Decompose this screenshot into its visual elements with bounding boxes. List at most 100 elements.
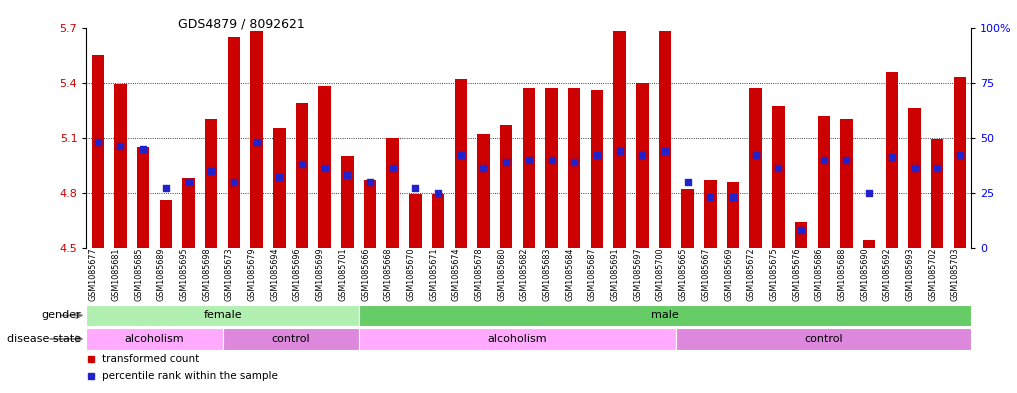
- Point: [861, 189, 878, 196]
- Point: [770, 165, 786, 171]
- Point: [838, 156, 854, 163]
- Bar: [886, 72, 898, 248]
- Text: GSM1085689: GSM1085689: [157, 248, 166, 301]
- Text: GSM1085677: GSM1085677: [88, 248, 98, 301]
- Text: GSM1085701: GSM1085701: [339, 248, 348, 301]
- Text: GSM1085682: GSM1085682: [520, 248, 529, 301]
- Text: GSM1085676: GSM1085676: [792, 248, 801, 301]
- Bar: [636, 83, 649, 248]
- Text: GSM1085702: GSM1085702: [929, 248, 938, 301]
- Text: alcoholism: alcoholism: [125, 334, 184, 344]
- Text: GSM1085671: GSM1085671: [429, 248, 438, 301]
- Point: [362, 178, 378, 185]
- Text: control: control: [272, 334, 310, 344]
- Text: GSM1085691: GSM1085691: [610, 248, 619, 301]
- Point: [248, 139, 264, 145]
- Text: GSM1085699: GSM1085699: [315, 248, 324, 301]
- Point: [294, 161, 310, 167]
- Text: GSM1085688: GSM1085688: [837, 248, 846, 301]
- Text: GSM1085675: GSM1085675: [770, 248, 778, 301]
- Text: GSM1085693: GSM1085693: [905, 248, 914, 301]
- Point: [180, 178, 196, 185]
- Bar: [613, 31, 625, 248]
- Text: GSM1085669: GSM1085669: [724, 248, 733, 301]
- Bar: [704, 180, 717, 248]
- Text: GSM1085694: GSM1085694: [271, 248, 280, 301]
- Bar: [795, 222, 807, 248]
- Point: [112, 143, 128, 149]
- Text: GSM1085670: GSM1085670: [407, 248, 415, 301]
- Bar: [545, 88, 557, 248]
- Text: GSM1085674: GSM1085674: [452, 248, 461, 301]
- Point: [657, 148, 673, 154]
- Point: [89, 139, 106, 145]
- Point: [272, 174, 288, 180]
- Point: [816, 156, 832, 163]
- Text: male: male: [651, 310, 678, 320]
- Bar: [455, 79, 467, 248]
- Point: [589, 152, 605, 158]
- Point: [793, 227, 810, 233]
- Bar: [567, 88, 581, 248]
- Point: [226, 178, 242, 185]
- Text: gender: gender: [42, 310, 81, 320]
- Bar: [137, 147, 149, 248]
- Bar: [409, 195, 422, 248]
- Bar: [681, 189, 694, 248]
- Bar: [359, 328, 676, 350]
- Point: [611, 148, 627, 154]
- Text: GSM1085697: GSM1085697: [634, 248, 643, 301]
- Point: [430, 189, 446, 196]
- Bar: [318, 86, 331, 248]
- Bar: [477, 134, 490, 248]
- Bar: [931, 140, 944, 248]
- Text: GSM1085696: GSM1085696: [293, 248, 302, 301]
- Point: [679, 178, 696, 185]
- Bar: [223, 328, 359, 350]
- Bar: [296, 103, 308, 248]
- Text: GSM1085684: GSM1085684: [565, 248, 575, 301]
- Bar: [359, 305, 971, 326]
- Bar: [160, 200, 172, 248]
- Point: [521, 156, 537, 163]
- Point: [203, 167, 220, 174]
- Text: GSM1085680: GSM1085680: [497, 248, 506, 301]
- Bar: [750, 88, 762, 248]
- Point: [475, 165, 491, 171]
- Bar: [250, 31, 262, 248]
- Bar: [840, 119, 852, 248]
- Bar: [92, 55, 104, 248]
- Text: GSM1085679: GSM1085679: [247, 248, 256, 301]
- Text: GSM1085665: GSM1085665: [678, 248, 687, 301]
- Text: GSM1085666: GSM1085666: [361, 248, 370, 301]
- Bar: [228, 37, 240, 248]
- Bar: [182, 178, 195, 248]
- Point: [316, 165, 333, 171]
- Bar: [523, 88, 535, 248]
- Bar: [364, 180, 376, 248]
- Point: [747, 152, 764, 158]
- Text: GSM1085692: GSM1085692: [883, 248, 892, 301]
- Bar: [86, 305, 359, 326]
- Point: [884, 154, 900, 160]
- Text: GSM1085683: GSM1085683: [542, 248, 551, 301]
- Bar: [432, 195, 444, 248]
- Text: GDS4879 / 8092621: GDS4879 / 8092621: [178, 18, 305, 31]
- Point: [384, 165, 401, 171]
- Text: transformed count: transformed count: [103, 354, 199, 364]
- Bar: [205, 119, 218, 248]
- Bar: [273, 129, 286, 248]
- Bar: [500, 125, 513, 248]
- Point: [702, 194, 718, 200]
- Bar: [818, 116, 830, 248]
- Bar: [954, 77, 966, 248]
- Point: [906, 165, 922, 171]
- Text: GSM1085690: GSM1085690: [860, 248, 870, 301]
- Text: female: female: [203, 310, 242, 320]
- Text: GSM1085700: GSM1085700: [656, 248, 665, 301]
- Text: GSM1085685: GSM1085685: [134, 248, 143, 301]
- Text: alcoholism: alcoholism: [488, 334, 547, 344]
- Point: [158, 185, 174, 191]
- Point: [453, 152, 469, 158]
- Text: disease state: disease state: [7, 334, 81, 344]
